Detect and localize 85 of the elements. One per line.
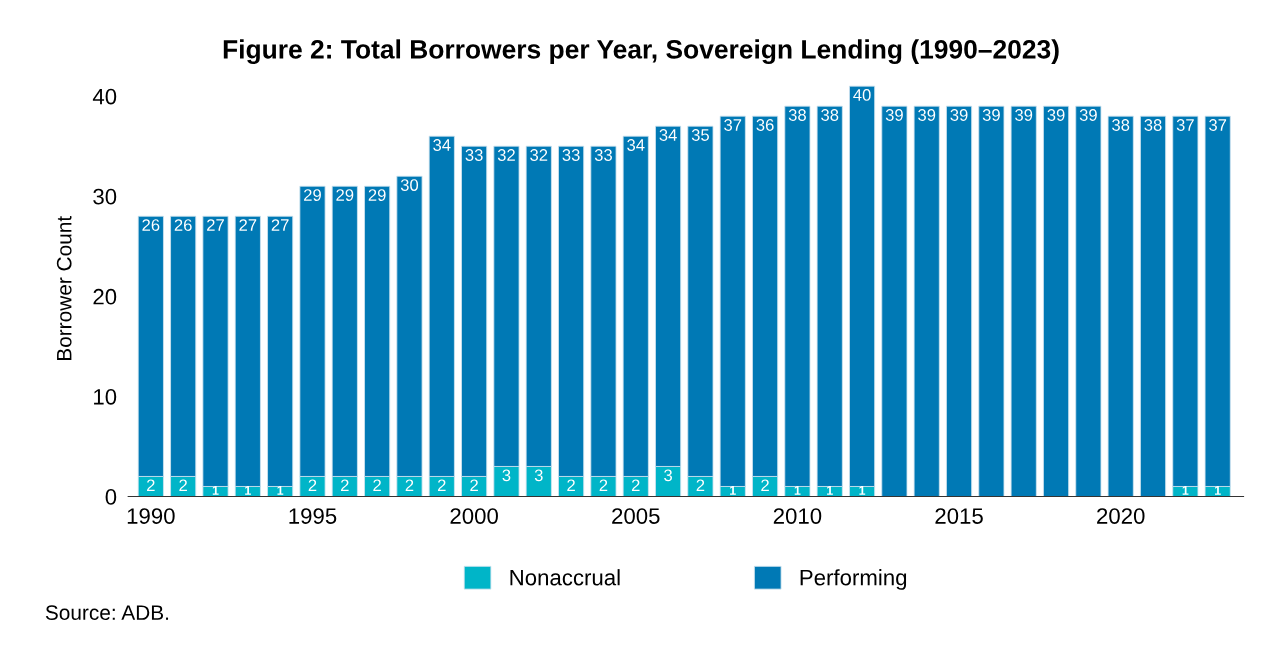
data-label: 40 xyxy=(853,89,871,101)
data-label: 38 xyxy=(821,109,839,121)
data-label: 39 xyxy=(1047,109,1065,121)
data-label: 2 xyxy=(308,479,317,492)
y-tick-label: 20 xyxy=(93,288,117,305)
data-label: 2 xyxy=(341,479,349,492)
data-label: 33 xyxy=(562,149,580,161)
data-label: 34 xyxy=(433,139,451,151)
x-tick-label: 2005 xyxy=(612,508,660,524)
bar xyxy=(1010,105,1037,497)
data-label: 2 xyxy=(599,479,608,492)
data-label: 3 xyxy=(502,469,511,482)
data-label: 1 xyxy=(212,486,219,495)
data-label: 39 xyxy=(950,109,968,121)
data-label: 39 xyxy=(1079,109,1097,121)
data-label: 2 xyxy=(373,479,381,492)
data-label: 1 xyxy=(1214,486,1221,495)
data-label: 33 xyxy=(594,149,612,161)
x-tick-label: 2000 xyxy=(450,508,498,524)
data-label: 1 xyxy=(827,486,833,495)
data-label: 35 xyxy=(691,129,709,141)
data-label: 29 xyxy=(304,189,321,201)
data-label: 39 xyxy=(885,109,903,121)
data-label: 2 xyxy=(761,479,769,492)
data-label: 2 xyxy=(567,479,575,492)
data-label: 34 xyxy=(659,129,677,141)
data-label: 29 xyxy=(336,189,354,201)
bar xyxy=(946,105,973,497)
y-axis-title: Borrower Count xyxy=(56,216,72,361)
data-label: 27 xyxy=(239,219,257,231)
data-label: 29 xyxy=(368,189,386,201)
data-label: 38 xyxy=(1112,119,1130,131)
data-label: 39 xyxy=(982,109,1000,121)
legend-label: Performing xyxy=(800,569,907,590)
data-label: 2 xyxy=(631,479,640,492)
data-label: 1 xyxy=(794,486,801,495)
data-label: 34 xyxy=(627,139,645,151)
bar xyxy=(1107,115,1134,497)
data-label: 26 xyxy=(174,219,192,231)
bar xyxy=(1139,115,1167,497)
data-label: 3 xyxy=(664,469,672,482)
chart-title: Figure 2: Total Borrowers per Year, Sovereign Lending (1990–2023) xyxy=(223,39,1059,64)
data-label: 37 xyxy=(1209,119,1227,131)
data-label: 30 xyxy=(400,179,419,191)
data-label: 2 xyxy=(696,479,705,492)
x-tick-label: 2020 xyxy=(1097,508,1145,524)
x-tick-label: 2010 xyxy=(773,508,822,524)
x-tick-label: 1995 xyxy=(289,508,337,524)
data-label: 33 xyxy=(465,149,483,161)
bar xyxy=(881,105,908,497)
data-label: 38 xyxy=(1144,119,1162,131)
bar xyxy=(913,105,940,497)
data-label: 1 xyxy=(859,486,866,495)
data-label: 1 xyxy=(1182,486,1189,495)
y-tick-label: 10 xyxy=(94,388,117,405)
data-label: 27 xyxy=(207,219,224,231)
data-label: 36 xyxy=(756,119,774,131)
data-label: 1 xyxy=(730,486,736,495)
data-label: 2 xyxy=(470,479,478,492)
data-label: 39 xyxy=(918,109,936,121)
y-tick-label: 40 xyxy=(92,88,117,105)
y-tick-label: 0 xyxy=(105,489,117,505)
data-label: 2 xyxy=(147,479,155,492)
data-label: 2 xyxy=(437,479,446,492)
data-label: 32 xyxy=(530,149,548,161)
data-label: 37 xyxy=(724,119,742,131)
bar xyxy=(978,105,1005,497)
x-tick-label: 2015 xyxy=(935,508,983,524)
x-tick-label: 1990 xyxy=(127,508,175,524)
data-label: 37 xyxy=(1176,119,1194,131)
y-tick-label: 30 xyxy=(93,188,117,205)
data-label: 32 xyxy=(497,149,515,161)
data-label: 1 xyxy=(245,486,251,495)
data-label: 39 xyxy=(1015,109,1033,121)
data-label: 3 xyxy=(534,469,543,482)
data-label: 2 xyxy=(405,479,414,492)
data-label: 38 xyxy=(788,109,806,121)
legend-label: Nonaccrual xyxy=(510,569,620,586)
data-label: 27 xyxy=(271,219,289,231)
data-label: 26 xyxy=(142,219,160,231)
data-label: 2 xyxy=(179,479,187,492)
bar xyxy=(1043,105,1070,497)
bar xyxy=(1075,105,1102,497)
data-label: 1 xyxy=(277,486,284,495)
source-note: Source: ADB. xyxy=(45,605,169,620)
